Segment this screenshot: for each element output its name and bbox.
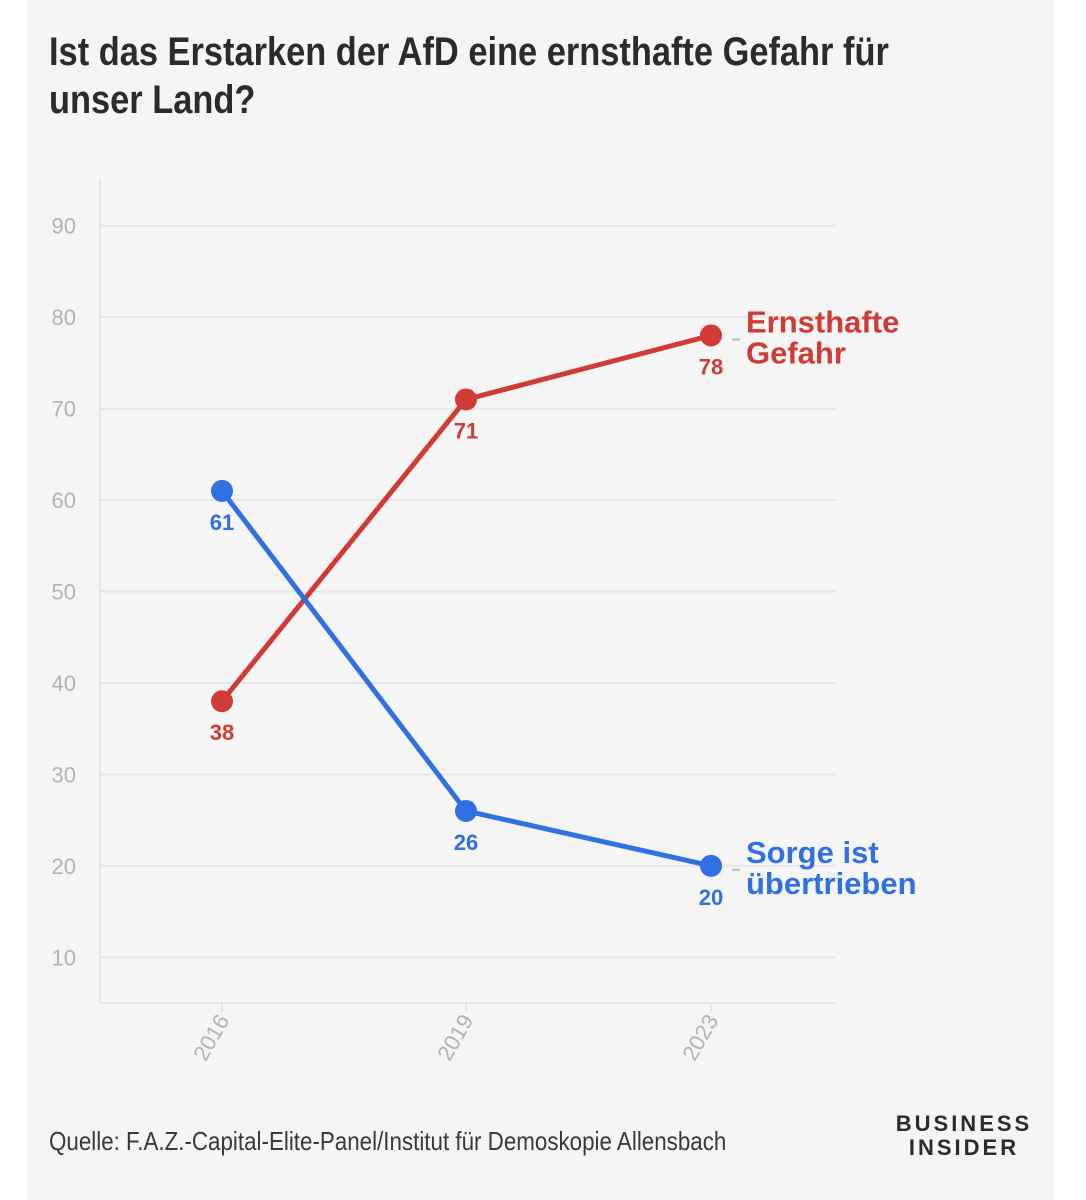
y-tick-label-70: 70: [52, 397, 76, 422]
series-1-value-2019: 71: [454, 418, 478, 443]
y-tick-label-60: 60: [52, 488, 76, 513]
x-tick-label-2023: 2023: [677, 1010, 723, 1065]
logo-line-2: INSIDER: [908, 1135, 1020, 1160]
series-2-name-line-1: Sorge ist: [746, 835, 879, 870]
series-1-point-2023: [700, 324, 722, 347]
logo-line-1: BUSINESS: [895, 1111, 1033, 1136]
series-1-point-2019: [455, 388, 477, 411]
business-insider-logo: BUSINESS INSIDER: [889, 1112, 1039, 1160]
y-axis: 10 20 30 40 50 60 70 80 90: [52, 214, 76, 971]
series-2-name-line-2: übertrieben: [746, 866, 917, 901]
series-1-name-line-1: Ernsthafte: [746, 304, 899, 339]
series-2-value-2023: 20: [699, 885, 723, 910]
x-tick-label-2019: 2019: [432, 1010, 478, 1065]
series-2-value-2019: 26: [454, 830, 478, 855]
x-tick-label-2016: 2016: [188, 1010, 234, 1065]
series-1-name-line-2: Gefahr: [746, 335, 846, 370]
y-tick-label-50: 50: [52, 580, 76, 605]
chart-card: [27, 0, 1054, 1200]
series-1-value-2016: 38: [210, 720, 234, 745]
y-tick-label-10: 10: [52, 945, 76, 970]
series-2-point-2023: [700, 854, 722, 877]
y-tick-label-30: 30: [52, 762, 76, 787]
series-1-value-2023: 78: [699, 354, 723, 379]
y-tick-label-40: 40: [52, 671, 76, 696]
chart-title-line-1: Ist das Erstarken der AfD eine ernsthaft…: [49, 30, 889, 74]
y-tick-label-20: 20: [52, 854, 76, 879]
series-2-value-2016: 61: [210, 510, 234, 535]
grid-layer: [99, 180, 835, 1004]
chart-title: Ist das Erstarken der AfD eine ernsthaft…: [49, 28, 909, 124]
y-tick-label-80: 80: [52, 305, 76, 330]
series-2-point-2019: [455, 799, 477, 822]
series-1-point-2016: [211, 690, 233, 713]
y-tick-label-90: 90: [52, 214, 76, 239]
source-note: Quelle: F.A.Z.-Capital-Elite-Panel/Insti…: [49, 1126, 727, 1156]
series-2-point-2016: [211, 479, 233, 502]
x-axis: 2016 2019 2023: [188, 1003, 723, 1065]
line-chart: 2016 2019 2023 10 20 30 40 50 60 70 80 90 38 71 78 Er…: [52, 180, 917, 1065]
chart-title-line-2: unser Land?: [49, 78, 256, 122]
